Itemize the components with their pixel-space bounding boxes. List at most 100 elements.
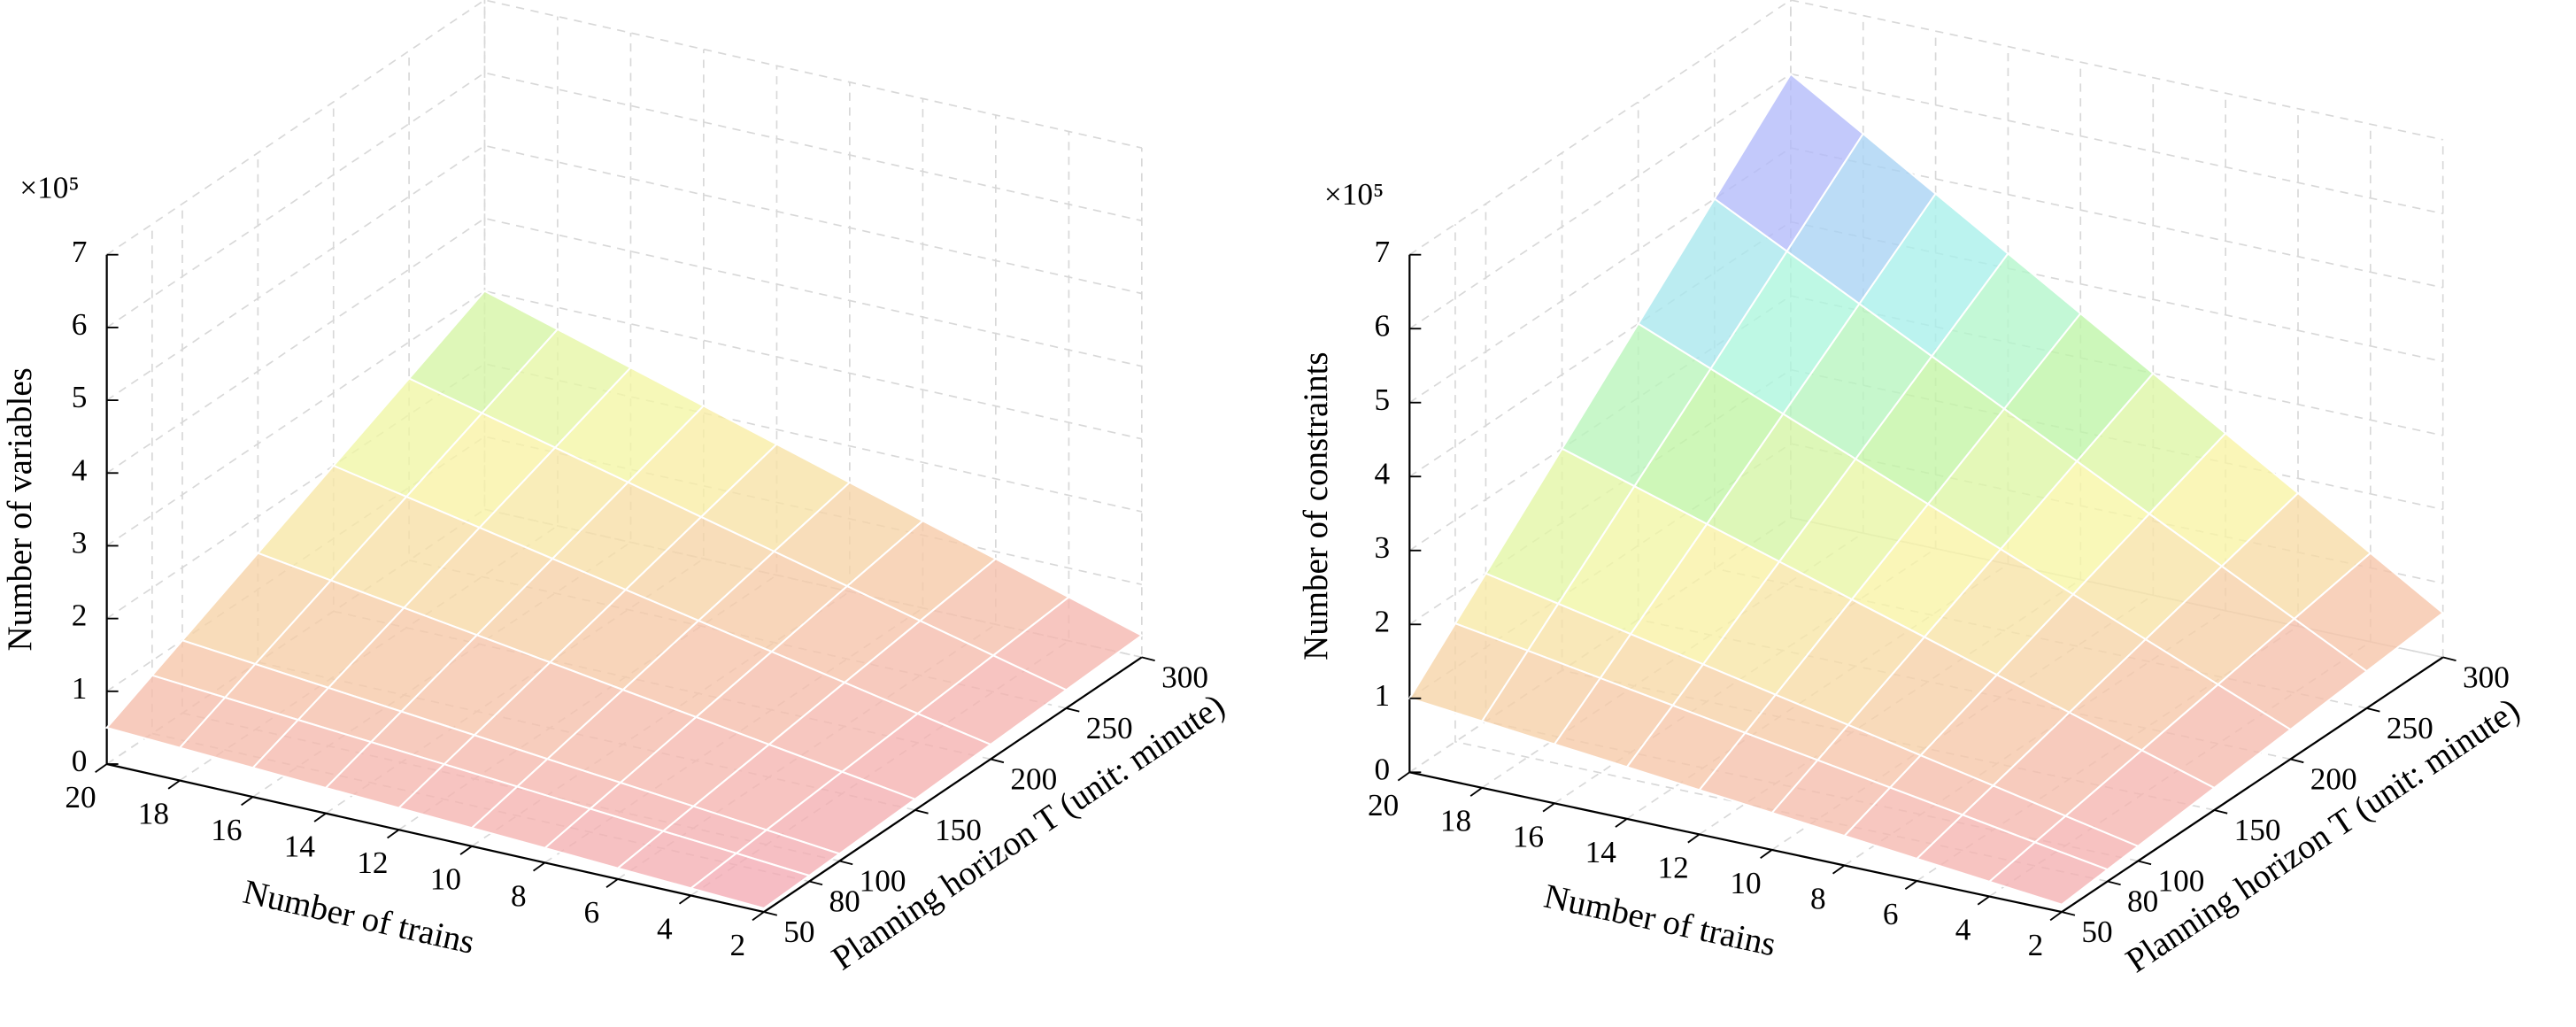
y-tick-label: 100 (2157, 864, 2204, 899)
surface-face (689, 852, 812, 910)
y-tick (2214, 809, 2228, 815)
y-axis (763, 656, 1143, 913)
x-tick-label: 12 (357, 846, 388, 880)
x-tick (1469, 787, 1483, 797)
z-tick-label: 7 (1374, 235, 1390, 269)
grid-line (106, 144, 1143, 401)
x-tick-label: 14 (284, 830, 316, 864)
x-tick (1397, 771, 1410, 782)
y-tick-label: 80 (829, 884, 860, 919)
x-tick (678, 894, 692, 905)
x-tick (752, 911, 765, 922)
y-tick-label: 250 (2387, 711, 2433, 745)
y-tick-label: 300 (1161, 660, 1208, 694)
y-tick-label: 300 (2463, 660, 2510, 694)
z-tick-label: 4 (1374, 456, 1390, 490)
y-tick-label: 250 (1086, 711, 1133, 745)
z-tick-label: 4 (72, 452, 88, 487)
x-tick-label: 4 (1955, 912, 1971, 946)
x-tick-label: 8 (1810, 881, 1826, 915)
x-tick-label: 2 (2028, 928, 2044, 962)
x-tick (241, 796, 254, 807)
x-tick (459, 846, 473, 855)
y-tick (2442, 656, 2456, 662)
z-tick-label: 2 (72, 598, 88, 633)
y-tick-label: 200 (1010, 762, 1057, 797)
x-tick-label: 10 (430, 862, 461, 897)
y-tick (1066, 707, 1080, 713)
x-tick (1615, 818, 1628, 828)
x-tick (95, 763, 108, 774)
x-tick-label: 2 (729, 928, 745, 962)
y-tick-label: 100 (860, 864, 906, 899)
z-tick-label: 7 (72, 235, 88, 269)
z-tick-label: 0 (1374, 752, 1390, 786)
z-tick-label: 0 (72, 744, 88, 778)
z-tick-label: 5 (1374, 382, 1390, 417)
z-tick-label: 3 (72, 526, 88, 560)
z-multiplier: ×10⁵ (1324, 177, 1384, 212)
grid-line (106, 72, 1143, 328)
y-tick (2290, 758, 2304, 764)
x-tick-label: 16 (211, 813, 242, 847)
x-tick (532, 861, 546, 872)
z-tick-label: 2 (1374, 604, 1390, 638)
y-tick (2107, 880, 2121, 886)
y-tick-label: 80 (2127, 884, 2158, 919)
x-tick (1977, 895, 1990, 906)
z-tick-label: 6 (1374, 308, 1390, 343)
x-tick-label: 18 (1440, 804, 1471, 838)
y-tick (990, 758, 1005, 764)
x-tick-label: 6 (584, 895, 600, 930)
z-tick-label: 5 (72, 380, 88, 414)
x-tick (313, 812, 327, 822)
x-tick-label: 4 (657, 911, 673, 946)
x-tick (2049, 911, 2063, 922)
y-tick-label: 50 (783, 915, 814, 949)
x-tick-label: 20 (1368, 788, 1399, 822)
z-tick-label: 1 (72, 671, 88, 706)
grid-line (106, 363, 1143, 620)
x-tick (605, 878, 619, 888)
x-tick-label: 10 (1730, 866, 1761, 900)
y-tick-label: 150 (935, 813, 982, 847)
x-tick-label: 6 (1883, 897, 1899, 931)
y-tick (763, 911, 778, 916)
y-tick (2138, 860, 2152, 866)
x-tick (167, 779, 181, 790)
grid-line (106, 0, 1143, 256)
y-tick (1141, 656, 1155, 662)
y-tick-label: 50 (2081, 915, 2112, 949)
y-tick (2366, 707, 2380, 713)
y-tick (839, 860, 853, 866)
z-axis-label: Number of variables (1, 367, 39, 651)
x-tick-label: 18 (138, 797, 169, 831)
x-tick (1904, 880, 1917, 891)
y-tick-label: 150 (2234, 813, 2281, 847)
x-tick-label: 14 (1585, 835, 1617, 869)
grid-line (1408, 0, 2443, 256)
y-tick (914, 809, 929, 815)
z-tick-label: 6 (72, 307, 88, 342)
x-tick (1760, 849, 1773, 859)
z-tick-label: 1 (1374, 678, 1390, 713)
x-tick-label: 16 (1513, 819, 1544, 853)
x-tick-label: 12 (1657, 850, 1688, 884)
z-multiplier: ×10⁵ (19, 170, 79, 205)
surface-face (1987, 841, 2109, 906)
x-tick (387, 829, 400, 839)
x-axis (106, 762, 765, 914)
y-tick-label: 200 (2310, 762, 2357, 797)
x-tick-label: 20 (65, 780, 96, 815)
x-tick (1687, 833, 1701, 844)
y-tick (2061, 911, 2076, 916)
z-tick-label: 3 (1374, 530, 1390, 565)
x-tick-label: 8 (511, 878, 527, 913)
x-tick (1832, 864, 1846, 875)
grid-line (106, 290, 1143, 547)
z-axis-label: Number of constraints (1297, 351, 1335, 660)
y-tick (808, 880, 823, 886)
x-axis (1409, 771, 2063, 914)
y-axis (2061, 656, 2444, 913)
